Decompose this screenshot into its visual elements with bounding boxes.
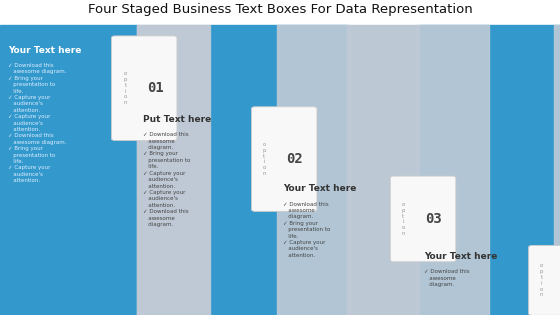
Bar [420, 25, 560, 315]
Text: o
p
t
i
o
n: o p t i o n [402, 202, 405, 236]
Text: Your Text here: Your Text here [8, 46, 82, 55]
Text: Your Text here: Your Text here [283, 184, 356, 193]
Text: o
p
t
i
o
n: o p t i o n [540, 263, 543, 297]
Text: 01: 01 [147, 81, 164, 95]
Bar [554, 25, 560, 315]
Text: ✓ Download this
   awesome
   diagram.
✓ Bring your
   presentation to
   life.
: ✓ Download this awesome diagram. ✓ Bring… [143, 132, 190, 227]
Bar [416, 25, 489, 315]
Text: 02: 02 [286, 152, 303, 166]
Text: Your Text here: Your Text here [424, 252, 498, 261]
Text: o
p
t
i
o
n: o p t i o n [124, 71, 127, 105]
Text: Put Text here: Put Text here [143, 115, 211, 124]
Bar [210, 25, 347, 315]
Bar [277, 25, 350, 315]
FancyBboxPatch shape [111, 36, 177, 140]
Text: 03: 03 [425, 212, 442, 226]
Text: ✓ Download this
   awesome
   diagram.: ✓ Download this awesome diagram. [424, 269, 470, 287]
Bar [137, 25, 210, 315]
Bar [0, 25, 137, 315]
Bar [0, 0, 560, 25]
FancyBboxPatch shape [251, 107, 317, 211]
Bar [347, 25, 420, 315]
Text: o
p
t
i
o
n: o p t i o n [263, 142, 266, 176]
Text: ✓ Download this
   awesome diagram.
✓ Bring your
   presentation to
   life.
✓ C: ✓ Download this awesome diagram. ✓ Bring… [8, 63, 67, 183]
Text: Four Staged Business Text Boxes For Data Representation: Four Staged Business Text Boxes For Data… [87, 3, 473, 16]
FancyBboxPatch shape [390, 176, 456, 262]
FancyBboxPatch shape [529, 245, 560, 315]
Bar [137, 25, 210, 315]
Text: ✓ Download this
   awesome
   diagram.
✓ Bring your
   presentation to
   life.
: ✓ Download this awesome diagram. ✓ Bring… [283, 202, 330, 258]
